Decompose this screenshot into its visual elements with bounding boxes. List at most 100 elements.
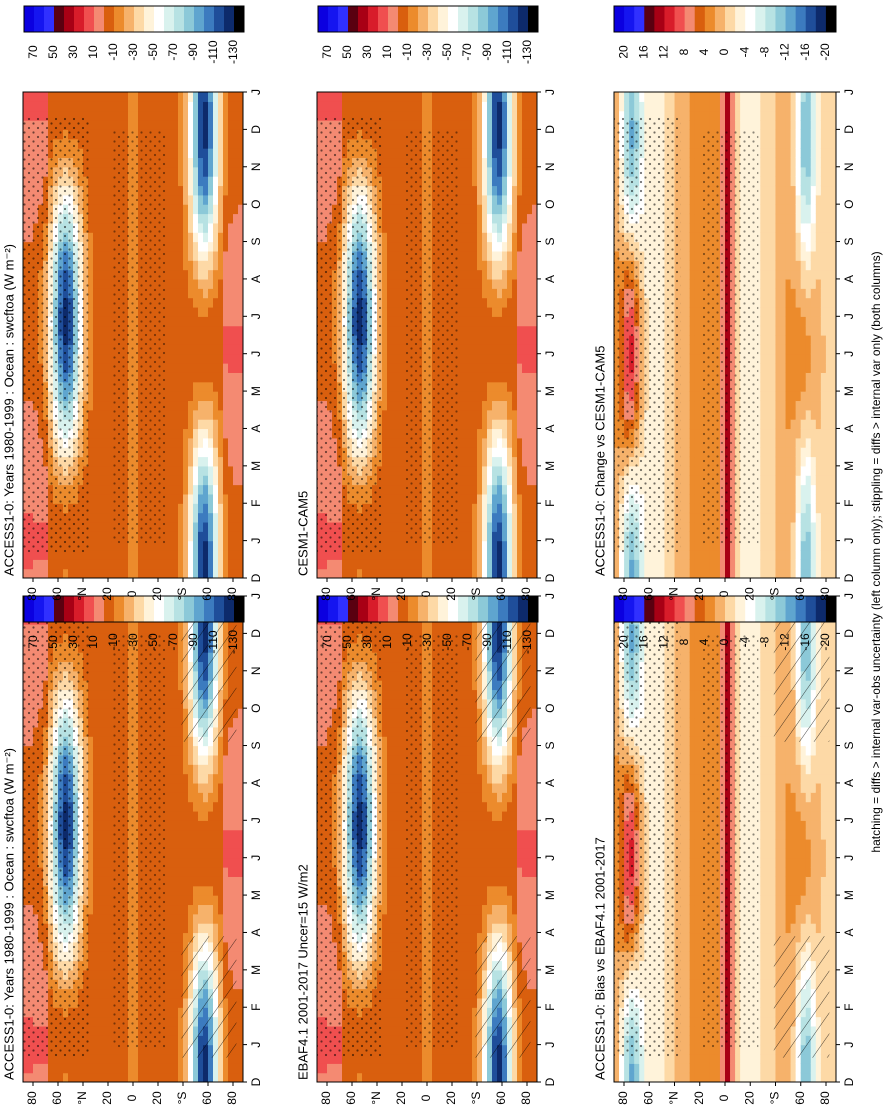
heatmap-cell bbox=[178, 708, 184, 719]
heatmap-cell bbox=[103, 1044, 109, 1055]
heatmap-cell bbox=[98, 698, 104, 709]
heatmap-cell bbox=[88, 736, 94, 747]
heatmap-cell bbox=[233, 400, 239, 411]
heatmap-cell bbox=[108, 148, 114, 159]
heatmap-cell bbox=[178, 278, 184, 289]
heatmap-cell bbox=[233, 857, 239, 868]
heatmap-cell bbox=[43, 549, 49, 560]
heatmap-cell bbox=[218, 1063, 224, 1074]
heatmap-cell bbox=[88, 297, 94, 308]
heatmap-cell bbox=[98, 839, 104, 849]
heatmap-cell bbox=[203, 419, 209, 430]
heatmap-cell bbox=[93, 381, 99, 392]
heatmap-cell bbox=[223, 101, 229, 112]
heatmap-cell bbox=[23, 568, 29, 578]
heatmap-cell bbox=[193, 372, 199, 383]
heatmap-cell bbox=[223, 428, 229, 439]
heatmap-cell bbox=[228, 101, 234, 112]
heatmap-cell bbox=[98, 503, 104, 514]
heatmap-cell bbox=[183, 335, 189, 345]
heatmap-cell bbox=[173, 92, 179, 102]
heatmap-cell bbox=[223, 829, 229, 840]
heatmap-cell bbox=[213, 810, 219, 821]
x-tick-label: N bbox=[249, 162, 263, 171]
heatmap-cell bbox=[238, 129, 243, 140]
heatmap-cell bbox=[198, 381, 204, 392]
heatmap-cell bbox=[108, 736, 114, 747]
heatmap-cell bbox=[78, 559, 84, 570]
heatmap-cell bbox=[23, 1072, 29, 1082]
heatmap-cell bbox=[198, 120, 204, 130]
heatmap-cell bbox=[193, 419, 199, 430]
heatmap-cell bbox=[183, 381, 189, 392]
heatmap-cell bbox=[28, 549, 34, 560]
heatmap-cell bbox=[238, 325, 243, 336]
heatmap-cell bbox=[317, 1072, 323, 1082]
heatmap-cell bbox=[208, 1063, 214, 1074]
y-tick-label: 0 bbox=[125, 590, 139, 597]
heatmap-cell bbox=[98, 932, 104, 943]
heatmap-cell bbox=[98, 997, 104, 1008]
heatmap-cell bbox=[108, 419, 114, 430]
heatmap-cell bbox=[93, 1044, 99, 1055]
heatmap-cell bbox=[208, 391, 214, 402]
heatmap-cell bbox=[93, 465, 99, 476]
heatmap-cell bbox=[153, 1063, 159, 1074]
heatmap-cell bbox=[113, 549, 119, 560]
heatmap-cell bbox=[98, 633, 104, 644]
heatmap-field bbox=[317, 596, 537, 1082]
heatmap-cell bbox=[168, 885, 174, 896]
heatmap-cell bbox=[108, 241, 114, 252]
heatmap-cell bbox=[218, 782, 224, 793]
heatmap-cell bbox=[93, 876, 99, 887]
heatmap-cell bbox=[228, 540, 234, 551]
heatmap-cell bbox=[108, 904, 114, 915]
heatmap-cell bbox=[168, 241, 174, 252]
heatmap-cell bbox=[93, 624, 99, 634]
heatmap-cell bbox=[93, 680, 99, 691]
heatmap-cell bbox=[228, 260, 234, 271]
heatmap-cell bbox=[93, 138, 99, 149]
heatmap-cell bbox=[123, 540, 129, 551]
heatmap-cell bbox=[198, 475, 204, 486]
heatmap-cell bbox=[183, 194, 189, 205]
heatmap-cell bbox=[223, 92, 229, 102]
heatmap-cell bbox=[88, 260, 94, 271]
heatmap-cell bbox=[98, 129, 104, 140]
heatmap-cell bbox=[213, 194, 219, 205]
y-tick-label: °N bbox=[75, 587, 89, 600]
heatmap-cell bbox=[83, 568, 89, 578]
colorbar-swatch bbox=[184, 6, 195, 32]
heatmap-cell bbox=[178, 409, 184, 420]
heatmap-cell bbox=[98, 325, 104, 336]
heatmap-cell bbox=[88, 801, 94, 812]
heatmap-cell bbox=[178, 120, 184, 130]
heatmap-cell bbox=[88, 540, 94, 551]
heatmap-cell bbox=[238, 166, 243, 177]
heatmap-cell bbox=[178, 652, 184, 663]
heatmap-cell bbox=[183, 1063, 189, 1074]
heatmap-cell bbox=[198, 344, 204, 355]
x-tick-label: M bbox=[249, 890, 263, 900]
heatmap-cell bbox=[103, 708, 109, 719]
heatmap-cell bbox=[88, 138, 94, 149]
heatmap-cell bbox=[28, 110, 34, 121]
colorbar-swatch bbox=[94, 6, 105, 32]
heatmap-cell bbox=[98, 456, 104, 467]
heatmap-cell bbox=[203, 185, 209, 196]
heatmap-cell bbox=[73, 1072, 79, 1082]
heatmap-cell bbox=[73, 101, 79, 112]
heatmap-cell bbox=[188, 204, 194, 215]
heatmap-cell bbox=[98, 624, 104, 634]
heatmap-cell bbox=[198, 829, 204, 840]
heatmap-cell bbox=[173, 465, 179, 476]
heatmap-cell bbox=[193, 876, 199, 887]
heatmap-cell bbox=[233, 876, 239, 887]
heatmap-cell bbox=[238, 867, 243, 877]
heatmap-cell bbox=[183, 148, 189, 159]
heatmap-cell bbox=[98, 792, 104, 803]
heatmap-cell bbox=[178, 951, 184, 962]
heatmap-cell bbox=[98, 92, 104, 102]
heatmap-cell bbox=[188, 820, 194, 831]
